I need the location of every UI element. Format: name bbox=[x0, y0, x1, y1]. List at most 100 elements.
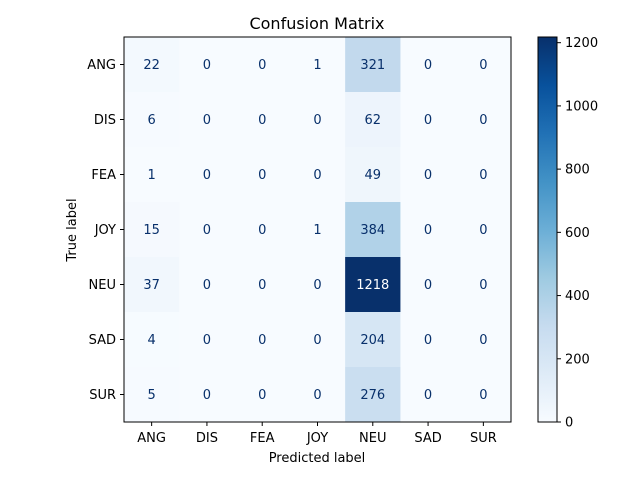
cell-value-label: 0 bbox=[313, 168, 321, 183]
cell-value-label: 0 bbox=[424, 278, 432, 293]
heatmap-cell bbox=[234, 367, 291, 423]
heatmap-cell bbox=[124, 202, 180, 258]
heatmap-cell bbox=[234, 92, 291, 148]
cell-value-label: 6 bbox=[148, 113, 156, 128]
heatmap-cell bbox=[400, 367, 457, 423]
y-tick-label: SUR bbox=[89, 388, 116, 403]
y-axis-ticks: ANG DIS FEA JOY NEU SAD SUR bbox=[87, 58, 124, 403]
colorbar-tick-label: 800 bbox=[565, 163, 590, 178]
cell-value-label: 0 bbox=[258, 223, 266, 238]
heatmap-cell bbox=[289, 147, 346, 203]
x-axis-ticks: ANG DIS FEA JOY NEU SAD SUR bbox=[137, 422, 497, 446]
cell-value-label: 0 bbox=[258, 333, 266, 348]
cell-value-label: 0 bbox=[424, 333, 432, 348]
cell-value-label: 0 bbox=[424, 168, 432, 183]
heatmap-cell bbox=[455, 202, 512, 258]
heatmap-cell bbox=[234, 37, 291, 93]
y-tick-label: FEA bbox=[91, 168, 116, 183]
y-tick-label: JOY bbox=[94, 223, 116, 238]
x-tick-label: SUR bbox=[470, 431, 497, 446]
cell-value-label: 0 bbox=[203, 388, 211, 403]
heatmap-cell bbox=[400, 257, 457, 313]
chart-title: Confusion Matrix bbox=[249, 14, 384, 33]
cell-value-label: 0 bbox=[313, 388, 321, 403]
cell-value-label: 0 bbox=[479, 168, 487, 183]
cell-value-label: 0 bbox=[203, 58, 211, 73]
cell-value-label: 0 bbox=[424, 113, 432, 128]
heatmap-cell bbox=[234, 147, 291, 203]
colorbar-tick-label: 1200 bbox=[565, 36, 598, 51]
colorbar-tick-label: 600 bbox=[565, 226, 590, 241]
cell-value-label: 0 bbox=[258, 278, 266, 293]
heatmap-cell bbox=[345, 92, 401, 148]
heatmap-cell bbox=[345, 147, 401, 203]
heatmap-cell bbox=[124, 257, 180, 313]
cell-value-label: 0 bbox=[203, 333, 211, 348]
cell-value-label: 1 bbox=[313, 223, 321, 238]
heatmap-cell bbox=[289, 257, 346, 313]
x-tick-label: SAD bbox=[414, 431, 441, 446]
colorbar-tick-label: 200 bbox=[565, 352, 590, 367]
x-tick-label: ANG bbox=[137, 431, 166, 446]
y-tick-label: SAD bbox=[89, 333, 116, 348]
heatmap-cell bbox=[289, 37, 346, 93]
cell-value-label: 49 bbox=[365, 168, 382, 183]
cell-value-label: 1218 bbox=[356, 278, 389, 293]
colorbar-tick-label: 1000 bbox=[565, 99, 598, 114]
cell-value-label: 204 bbox=[360, 333, 385, 348]
heatmap-cell bbox=[179, 257, 235, 313]
heatmap-cell bbox=[179, 312, 235, 368]
heatmap-cell bbox=[124, 312, 180, 368]
heatmap-cell bbox=[124, 367, 180, 423]
heatmap-cell bbox=[124, 37, 180, 93]
heatmap-cell bbox=[234, 257, 291, 313]
cell-value-label: 0 bbox=[424, 223, 432, 238]
heatmap-cell bbox=[455, 312, 512, 368]
heatmap-cell bbox=[124, 147, 180, 203]
heatmap-cell bbox=[179, 147, 235, 203]
cell-value-label: 22 bbox=[143, 58, 160, 73]
cell-value-label: 0 bbox=[479, 388, 487, 403]
x-axis-label: Predicted label bbox=[269, 451, 366, 466]
heatmap-cell bbox=[234, 312, 291, 368]
heatmap-cell bbox=[179, 202, 235, 258]
cell-value-label: 0 bbox=[203, 113, 211, 128]
heatmap-cell bbox=[345, 257, 401, 313]
x-tick-label: JOY bbox=[306, 431, 328, 446]
heatmap-cell bbox=[179, 92, 235, 148]
cell-value-label: 0 bbox=[203, 223, 211, 238]
heatmap-cell bbox=[234, 202, 291, 258]
cell-value-label: 0 bbox=[313, 333, 321, 348]
heatmap-cell bbox=[289, 367, 346, 423]
cell-value-label: 5 bbox=[148, 388, 156, 403]
cell-value-label: 0 bbox=[313, 278, 321, 293]
heatmap-cell bbox=[179, 37, 235, 93]
x-tick-label: NEU bbox=[359, 431, 386, 446]
cell-value-label: 1 bbox=[313, 58, 321, 73]
heatmap-cell bbox=[400, 202, 457, 258]
cell-value-label: 37 bbox=[143, 278, 160, 293]
heatmap-cell bbox=[124, 92, 180, 148]
cell-value-label: 0 bbox=[424, 388, 432, 403]
colorbar-tick-label: 400 bbox=[565, 289, 590, 304]
heatmap-cell bbox=[179, 367, 235, 423]
cell-value-label: 15 bbox=[143, 223, 160, 238]
heatmap-cell bbox=[345, 312, 401, 368]
cell-value-label: 321 bbox=[360, 58, 385, 73]
cell-value-label: 4 bbox=[148, 333, 156, 348]
cell-value-label: 0 bbox=[313, 113, 321, 128]
cell-value-label: 0 bbox=[424, 58, 432, 73]
cell-value-label: 0 bbox=[258, 113, 266, 128]
colorbar-ticks: 0 200 400 600 800 1000 1200 bbox=[557, 36, 598, 431]
cell-value-label: 0 bbox=[258, 168, 266, 183]
y-axis-label: True label bbox=[65, 198, 80, 262]
cell-value-label: 0 bbox=[258, 388, 266, 403]
heatmap-cell bbox=[345, 367, 401, 423]
heatmap-cell bbox=[400, 147, 457, 203]
cell-value-label: 0 bbox=[479, 333, 487, 348]
heatmap-cell bbox=[455, 37, 512, 93]
cell-value-label: 384 bbox=[360, 223, 385, 238]
y-tick-label: ANG bbox=[87, 58, 116, 73]
cell-value-label: 0 bbox=[479, 113, 487, 128]
